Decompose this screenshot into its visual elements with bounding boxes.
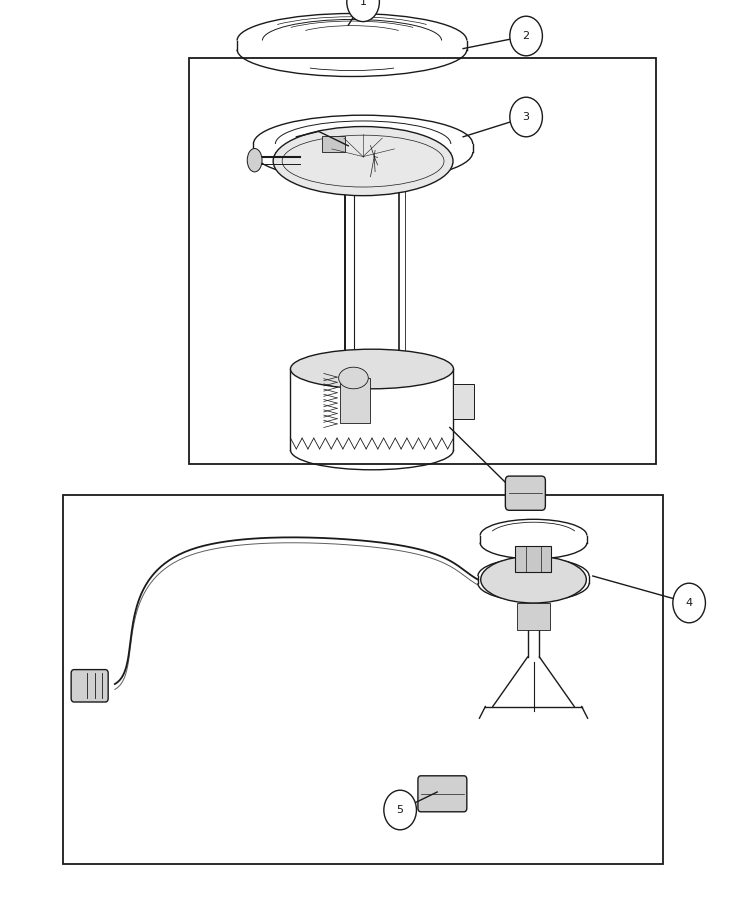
Text: 3: 3	[522, 112, 530, 122]
Ellipse shape	[247, 148, 262, 172]
Circle shape	[347, 0, 379, 22]
Bar	[63, 495, 663, 864]
Bar	[517, 603, 550, 630]
Text: 2: 2	[522, 31, 530, 41]
Text: 5: 5	[396, 805, 404, 815]
FancyBboxPatch shape	[71, 670, 108, 702]
Ellipse shape	[339, 367, 368, 389]
Circle shape	[510, 16, 542, 56]
Bar	[189, 58, 656, 464]
Bar	[515, 546, 551, 572]
Circle shape	[510, 97, 542, 137]
Ellipse shape	[481, 556, 586, 603]
Ellipse shape	[273, 127, 453, 195]
Bar	[322, 136, 345, 152]
Text: 1: 1	[359, 0, 367, 7]
Text: 4: 4	[685, 598, 693, 608]
Bar	[340, 378, 370, 423]
FancyBboxPatch shape	[505, 476, 545, 510]
FancyBboxPatch shape	[418, 776, 467, 812]
Circle shape	[673, 583, 705, 623]
Circle shape	[384, 790, 416, 830]
Ellipse shape	[290, 349, 453, 389]
Bar	[453, 384, 474, 419]
